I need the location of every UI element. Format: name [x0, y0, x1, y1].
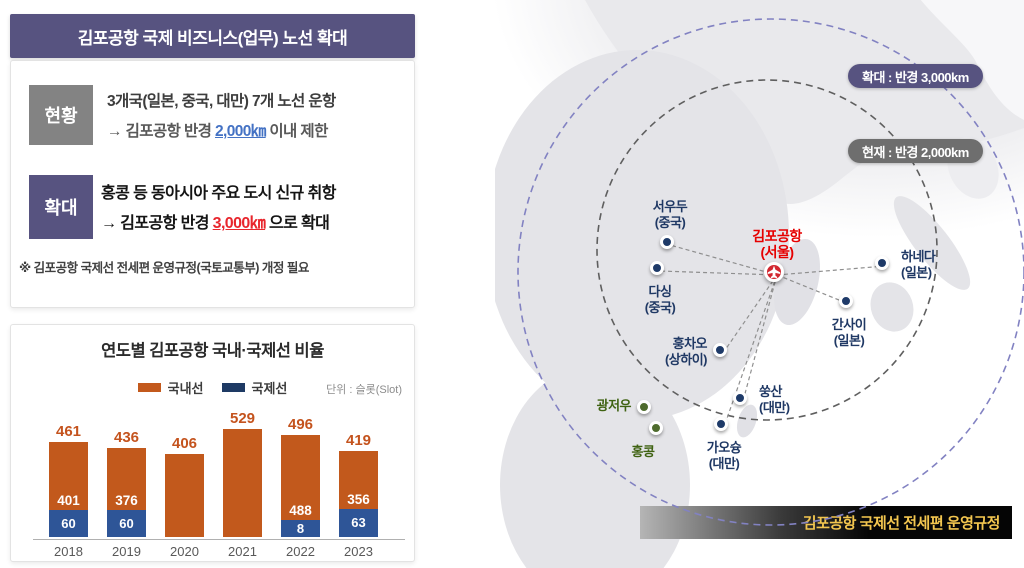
legend-domestic: 국내선 [137, 378, 204, 397]
year-tick-label: 2019 [112, 544, 141, 559]
total-value-label: 419 [345, 432, 372, 449]
city-label-훙차오: 훙차오 (상하이) [664, 336, 708, 367]
radius-rings-and-routes [517, 18, 1024, 526]
city-label-쑹산: 쑹산 (대만) [759, 384, 790, 415]
city-dot-광저우 [637, 400, 651, 414]
current-line2-suffix: 이내 제한 [265, 123, 328, 140]
stacked-bar-2020 [165, 454, 204, 537]
year-tick-label: 2020 [170, 544, 199, 559]
footer-regulation-bar: 김포공항 국제선 전세편 운영규정 [640, 506, 1012, 539]
international-value-label: 8 [296, 521, 305, 536]
international-segment [281, 520, 320, 537]
expand-status-tag: 확대 [29, 175, 93, 239]
city-dot-가오슝 [714, 417, 728, 431]
domestic-value-label: 376 [115, 493, 138, 508]
city-dot-쑹산 [733, 391, 747, 405]
regulation-note: ※ 김포공항 국제선 전세편 운영규정(국토교통부) 개정 필요 [19, 261, 309, 275]
city-dot-다싱 [650, 261, 664, 275]
airplane-icon [767, 265, 781, 279]
map-panel: 김포공항 국제선 전세편 운영규정 김포공항 (서울) 확대 : 반경 3,00… [495, 0, 1024, 568]
stacked-bar-2018: 60 401 [49, 442, 88, 537]
info-column: 김포공항 국제 비즈니스(업무) 노선 확대 현황 3개국(일본, 중국, 대만… [0, 0, 430, 568]
domestic-value-label: 356 [347, 492, 370, 507]
hub-label: 김포공항 (서울) [717, 228, 837, 260]
stacked-bar-2021 [223, 429, 262, 537]
city-label-하네다: 하네다 (일본) [901, 249, 936, 280]
page-title: 김포공항 국제 비즈니스(업무) 노선 확대 [10, 14, 415, 58]
international-segment [339, 509, 378, 537]
city-dot-간사이 [839, 294, 853, 308]
international-value-label: 60 [61, 516, 76, 531]
stacked-bar-2022: 8 488 [281, 435, 320, 537]
city-dot-훙차오 [713, 343, 727, 357]
badge-current-radius: 현재 : 반경 2,000km [848, 139, 983, 163]
international-value-label: 63 [351, 515, 366, 530]
route-status-card: 현황 3개국(일본, 중국, 대만) 7개 노선 운항 → 김포공항 반경 2,… [10, 60, 415, 308]
total-value-label: 461 [55, 423, 82, 440]
year-tick-label: 2023 [344, 544, 373, 559]
bar-chart: 60 401 461 2018 60 376 436 2019 406 2020 529 2021 8 4… [11, 325, 414, 561]
expand-line2-prefix: → 김포공항 반경 [101, 215, 213, 232]
legend-international: 국제선 [221, 378, 288, 397]
expand-line2-suffix: 으로 확대 [265, 215, 330, 232]
city-label-홍콩: 홍콩 [631, 444, 655, 459]
city-label-광저우: 광저우 [596, 398, 632, 413]
hub-name: 김포공항 [752, 228, 802, 244]
city-dot-홍콩 [649, 421, 663, 435]
stacked-bar-2023: 63 356 [339, 451, 378, 537]
domestic-value-label: 488 [289, 503, 312, 518]
current-status-line1: 3개국(일본, 중국, 대만) 7개 노선 운항 [107, 93, 336, 110]
total-value-label: 436 [113, 429, 140, 446]
chart-x-axis [33, 539, 405, 540]
chart-unit-label: 단위 : 슬롯(Slot) [326, 384, 402, 396]
legend-international-label: 국제선 [251, 381, 288, 396]
stacked-bar-2019: 60 376 [107, 448, 146, 537]
expand-status-line2: → 김포공항 반경 3,000㎞ 으로 확대 [101, 209, 330, 233]
total-value-label: 529 [229, 410, 256, 427]
current-radius-value: 2,000㎞ [214, 123, 266, 140]
expand-radius-value: 3,000㎞ [212, 215, 266, 232]
chart-legend: 국내선 국제선 [11, 378, 414, 397]
city-dot-하네다 [875, 256, 889, 270]
domestic-value-label: 401 [57, 493, 80, 508]
current-status-line2: → 김포공항 반경 2,000㎞ 이내 제한 [107, 119, 328, 141]
legend-domestic-label: 국내선 [167, 381, 204, 396]
current-status-tag: 현황 [29, 85, 93, 145]
chart-title: 연도별 김포공항 국내·국제선 비율 [101, 342, 324, 360]
international-swatch-icon [221, 383, 245, 392]
year-tick-label: 2022 [286, 544, 315, 559]
international-segment [49, 510, 88, 537]
year-tick-label: 2021 [228, 544, 257, 559]
city-label-서우두: 서우두 (중국) [652, 199, 688, 230]
slots-chart-card: 연도별 김포공항 국내·국제선 비율 국내선 국제선 단위 : 슬롯(Slot)… [10, 324, 415, 562]
hub-sub: (서울) [760, 244, 794, 260]
city-dot-서우두 [660, 235, 674, 249]
total-value-label: 496 [287, 416, 314, 433]
current-line2-prefix: → 김포공항 반경 [107, 123, 215, 140]
city-label-다싱: 다싱 (중국) [644, 284, 676, 315]
badge-expanded-radius: 확대 : 반경 3,000km [848, 64, 983, 88]
international-value-label: 60 [119, 516, 134, 531]
expand-status-line1: 홍콩 등 동아시아 주요 도시 신규 취항 [101, 185, 336, 202]
total-value-label: 406 [171, 435, 198, 452]
year-tick-label: 2018 [54, 544, 83, 559]
international-segment [107, 510, 146, 537]
gimpo-airport-marker [764, 262, 784, 282]
city-label-가오슝: 가오슝 (대만) [706, 440, 742, 471]
city-label-간사이: 간사이 (일본) [831, 317, 867, 348]
domestic-swatch-icon [137, 383, 161, 392]
